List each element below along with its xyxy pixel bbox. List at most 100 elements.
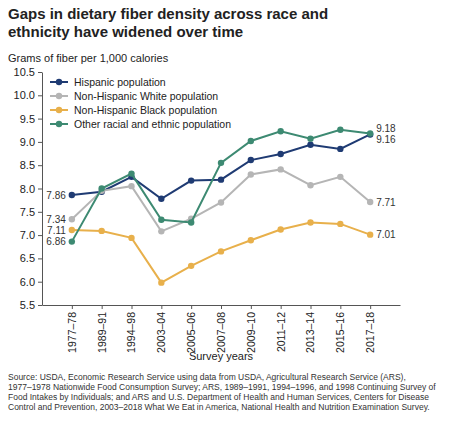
y-tick: 9.0 (20, 136, 42, 148)
point (337, 127, 343, 133)
data-label: 7.34 (46, 214, 66, 225)
point (69, 227, 75, 233)
x-tick-mark (251, 305, 252, 309)
y-tick-mark (38, 258, 42, 259)
text-line: ethnicity have widened over time (8, 23, 243, 40)
point (367, 131, 373, 137)
x-tick: 1977–78 (66, 305, 78, 353)
point (218, 160, 224, 166)
series-line (72, 169, 370, 231)
legend-label: Other racial and ethnic population (74, 118, 231, 130)
x-tick-label: 1989–91 (96, 312, 108, 353)
point (307, 141, 313, 147)
x-tick-label: 2017–18 (364, 312, 376, 353)
point (277, 226, 283, 232)
y-tick-label: 6.0 (20, 276, 35, 288)
data-label: 7.01 (376, 229, 396, 240)
series-line (72, 130, 370, 242)
text-line: Food Intakes by Individuals; and ARS and… (8, 392, 429, 402)
y-tick-label: 7.5 (20, 206, 35, 218)
point (188, 177, 194, 183)
x-tick-mark (72, 305, 73, 309)
point (188, 219, 194, 225)
y-tick: 8.5 (20, 159, 42, 171)
x-tick-label: 2003–04 (155, 312, 167, 353)
y-tick-mark (38, 212, 42, 213)
point (158, 228, 164, 234)
point (367, 199, 373, 205)
x-tick-mark (311, 305, 312, 309)
point (277, 151, 283, 157)
point (128, 235, 134, 241)
data-label: 7.11 (47, 225, 66, 236)
legend: Hispanic population Non-Hispanic White po… (50, 76, 231, 130)
point (69, 192, 75, 198)
legend-label: Hispanic population (74, 76, 166, 88)
y-tick-label: 10.0 (14, 89, 35, 101)
point (277, 128, 283, 134)
y-tick-mark (38, 119, 42, 120)
point (337, 174, 343, 180)
data-label: 6.86 (46, 236, 66, 247)
point (248, 171, 254, 177)
y-tick-label: 8.0 (20, 183, 35, 195)
point (248, 157, 254, 163)
y-tick-mark (38, 165, 42, 166)
x-tick: 2005–06 (185, 305, 197, 353)
y-tick-mark (38, 95, 42, 96)
legend-marker (56, 107, 62, 113)
y-tick-mark (38, 282, 42, 283)
point (188, 263, 194, 269)
x-tick: 1994–98 (125, 305, 137, 353)
x-tick-mark (161, 305, 162, 309)
y-tick: 6.5 (20, 252, 42, 264)
x-tick: 2015–16 (334, 305, 346, 353)
y-tick-mark (38, 189, 42, 190)
x-tick-mark (370, 305, 371, 309)
x-tick-label: 2011–12 (275, 312, 287, 352)
x-tick-mark (191, 305, 192, 309)
x-tick-mark (281, 305, 282, 309)
point (218, 199, 224, 205)
y-tick-mark (38, 72, 42, 73)
y-axis: 5.56.06.57.07.58.08.59.09.510.010.5 (14, 66, 43, 311)
point (367, 130, 373, 136)
x-tick-label: 2015–16 (334, 312, 346, 353)
y-tick: 9.5 (20, 113, 42, 125)
x-tick-label: 1994–98 (125, 312, 137, 353)
point (158, 217, 164, 223)
text-line: Source: USDA, Economic Research Service … (8, 372, 406, 382)
x-tick: 2007–08 (215, 305, 227, 353)
point (367, 231, 373, 237)
y-tick: 7.0 (20, 229, 42, 241)
x-tick-mark (340, 305, 341, 309)
text-line: Control and Prevention, 2003–2018 What W… (8, 402, 430, 412)
point (248, 237, 254, 243)
x-tick-mark (102, 305, 103, 309)
point (218, 248, 224, 254)
y-tick: 10.5 (14, 66, 42, 78)
data-label: 7.86 (46, 190, 66, 201)
plot-area (69, 127, 374, 286)
legend-marker (56, 79, 62, 85)
data-label: 9.16 (376, 134, 396, 145)
x-tick-label: 2005–06 (185, 312, 197, 353)
x-tick-mark (221, 305, 222, 309)
x-tick: 2011–12 (275, 305, 287, 352)
x-tick-mark (132, 305, 133, 309)
x-axis: 1977–78 1989–91 1994–98 2003–04 2005–06 2007–… (43, 305, 401, 353)
legend-label: Non-Hispanic Black population (74, 104, 217, 116)
data-label: 9.18 (376, 123, 396, 134)
x-tick: 2003–04 (155, 305, 167, 353)
point (248, 138, 254, 144)
y-tick-mark (38, 142, 42, 143)
legend-marker (56, 93, 62, 99)
x-tick-label: 1977–78 (66, 312, 78, 353)
point (128, 170, 134, 176)
x-tick: 2013–14 (304, 305, 316, 353)
y-tick: 6.0 (20, 276, 42, 288)
x-tick-label: 2013–14 (304, 312, 316, 353)
data-label: 7.71 (376, 197, 396, 208)
legend-label: Non-Hispanic White population (74, 90, 218, 102)
legend-marker (56, 121, 62, 127)
